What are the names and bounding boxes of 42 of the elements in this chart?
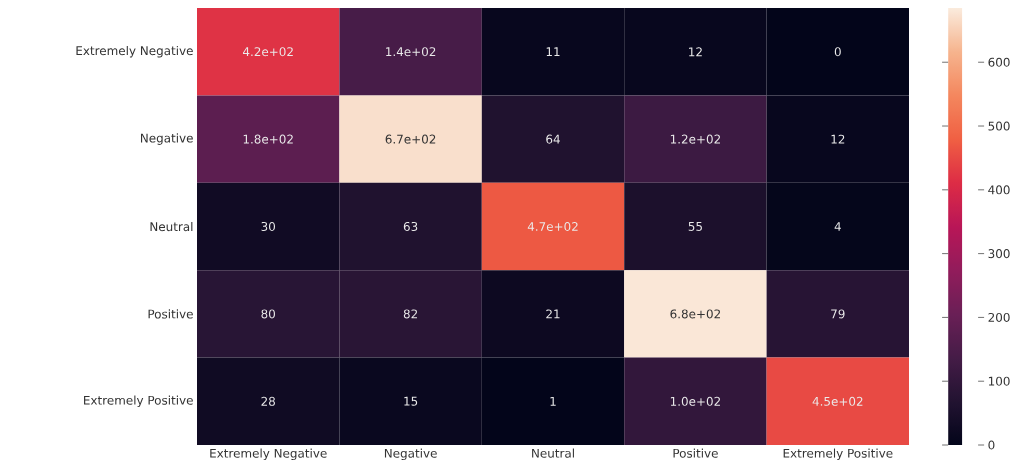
- data-label: 6.7e+02: [385, 134, 436, 144]
- data-label: 0: [834, 47, 841, 57]
- data-label: 1.8e+02: [243, 134, 293, 144]
- data-label: 4: [834, 222, 841, 231]
- color-bar-label: 500: [988, 121, 1010, 131]
- x-tick-label: Negative: [384, 448, 437, 461]
- data-label: 4.5e+02: [812, 396, 863, 406]
- color-bar-label: 100: [988, 376, 1010, 386]
- data-label: 28: [261, 396, 275, 406]
- data-label: 64: [546, 134, 560, 144]
- data-label: 1.4e+02: [386, 47, 436, 57]
- data-label: 55: [688, 222, 702, 231]
- color-bar-label: 200: [988, 312, 1010, 322]
- data-label: 79: [831, 309, 845, 319]
- data-label: 63: [403, 221, 418, 232]
- data-label: 4.7e+02: [527, 221, 578, 232]
- data-label: 30: [261, 221, 276, 232]
- y-tick-label: Extremely Negative: [76, 45, 193, 58]
- data-label: 1.2e+02: [670, 134, 720, 144]
- x-tick-label: Extremely Negative: [210, 448, 327, 461]
- data-label: 1: [550, 396, 556, 406]
- data-label: 6.8e+02: [670, 309, 720, 319]
- data-label: 11: [546, 47, 560, 57]
- data-label: 4.2e+02: [242, 47, 293, 57]
- color-bar-label: 0: [988, 440, 995, 450]
- data-label: 80: [261, 309, 276, 319]
- y-tick-label: Extremely Positive: [84, 395, 193, 408]
- color-bar-label: 400: [988, 185, 1010, 195]
- y-tick-label: Negative: [141, 133, 193, 145]
- y-tick-label: Neutral: [150, 221, 193, 232]
- data-label: 15: [404, 396, 418, 406]
- data-label: 21: [546, 309, 560, 319]
- color-bar-label: 600: [988, 57, 1010, 67]
- data-label: 1.0e+02: [670, 396, 720, 406]
- data-label: 12: [689, 47, 702, 57]
- x-tick-label: Extremely Positive: [783, 448, 893, 461]
- data-label: 82: [403, 309, 418, 319]
- y-tick-label: Positive: [148, 309, 193, 319]
- x-tick-label: Neutral: [532, 448, 574, 458]
- color-bar-label: 300: [988, 249, 1010, 259]
- x-tick-label: Positive: [673, 448, 718, 458]
- data-label: 12: [831, 134, 845, 144]
